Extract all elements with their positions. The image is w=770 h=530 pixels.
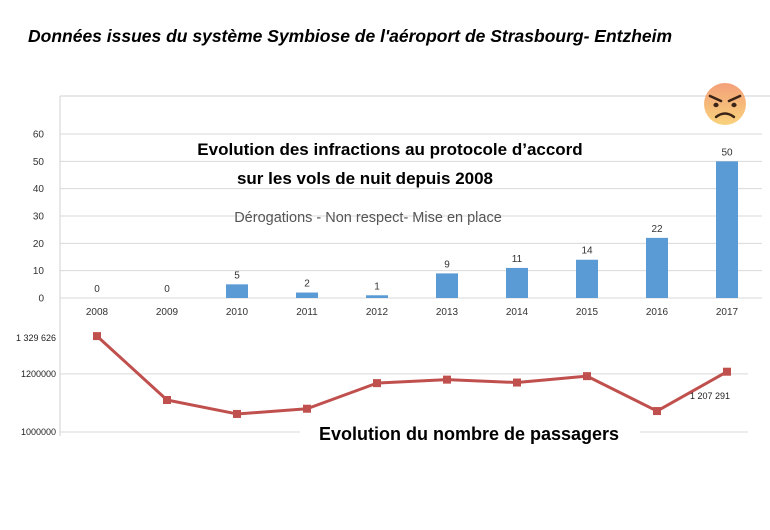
line-point	[163, 396, 171, 404]
bar-x-tick-label: 2009	[156, 307, 179, 318]
bar	[226, 284, 248, 298]
line-point	[653, 407, 661, 416]
line-point	[723, 367, 731, 376]
bar-y-tick-label: 50	[33, 157, 45, 168]
angry-face-icon	[704, 83, 746, 125]
line-y-tick-label: 1200000	[21, 369, 56, 379]
bar-value-label: 0	[94, 284, 100, 295]
page-title: Données issues du système Symbiose de l'…	[28, 26, 673, 46]
line-chart-series	[95, 335, 728, 416]
bar-value-label: 0	[164, 284, 170, 295]
line-point	[373, 379, 381, 388]
bar-x-tick-label: 2010	[226, 307, 249, 318]
bar-value-label: 9	[444, 259, 450, 270]
bar-x-tick-label: 2008	[86, 307, 109, 318]
bar-y-tick-label: 20	[33, 239, 45, 250]
bar	[296, 292, 318, 298]
line-chart-first-label: 1 329 626	[16, 333, 56, 343]
bar	[506, 267, 528, 298]
bar-value-label: 14	[581, 246, 593, 257]
bar-chart-title: Evolution des infractions au protocole d…	[197, 140, 582, 159]
bar-chart-bars	[226, 161, 738, 298]
bar-chart-title-line2: sur les vols de nuit depuis 2008	[237, 169, 493, 188]
bar-value-label: 11	[512, 254, 523, 265]
bar-x-tick-label: 2011	[296, 307, 318, 318]
bar-chart-x-axis: 2008 2009 2010 2011 2012 2013 2014 2015 2016 2017	[86, 307, 739, 318]
bar	[576, 259, 598, 298]
line-chart-title-background	[300, 420, 640, 446]
bar-y-tick-label: 40	[33, 184, 45, 195]
bar-y-tick-label: 0	[38, 294, 44, 305]
line-chart-title: Evolution du nombre de passagers	[319, 424, 619, 444]
bar-y-tick-label: 30	[33, 212, 45, 223]
bar-chart-gridlines	[60, 133, 762, 299]
line-point	[443, 375, 451, 384]
bar-y-tick-label: 60	[33, 130, 45, 141]
line-point	[233, 409, 241, 418]
bar-x-tick-label: 2015	[576, 307, 599, 318]
bar-y-tick-label: 10	[33, 266, 45, 277]
bar	[646, 237, 668, 298]
bar-value-label: 2	[304, 279, 310, 290]
line-point	[583, 372, 591, 381]
bar-x-tick-label: 2012	[366, 307, 389, 318]
line-y-tick-label: 1000000	[21, 427, 56, 437]
bar	[716, 161, 738, 298]
bar-chart-y-axis: 0 10 20 30 40 50 60	[33, 130, 45, 305]
bar-x-tick-label: 2017	[716, 307, 739, 318]
bar-value-label: 50	[721, 147, 733, 158]
line-point	[303, 404, 311, 413]
line-point	[93, 332, 101, 341]
bar-chart-value-labels: 0 0 5 2 1 9 11 14 22 50	[94, 147, 733, 295]
line-chart-last-label: 1 207 291	[690, 391, 730, 401]
bar-chart-subtitle: Dérogations - Non respect- Mise en place	[234, 210, 502, 226]
line-point	[513, 378, 521, 387]
bar-x-tick-label: 2013	[436, 307, 459, 318]
bar-x-tick-label: 2014	[506, 307, 529, 318]
bar-value-label: 1	[374, 281, 380, 292]
line-chart-points	[93, 332, 731, 418]
bar-x-tick-label: 2016	[646, 307, 669, 318]
bar	[366, 295, 388, 298]
bar	[436, 273, 458, 298]
bar-value-label: 5	[234, 270, 240, 281]
bar-value-label: 22	[651, 224, 663, 235]
